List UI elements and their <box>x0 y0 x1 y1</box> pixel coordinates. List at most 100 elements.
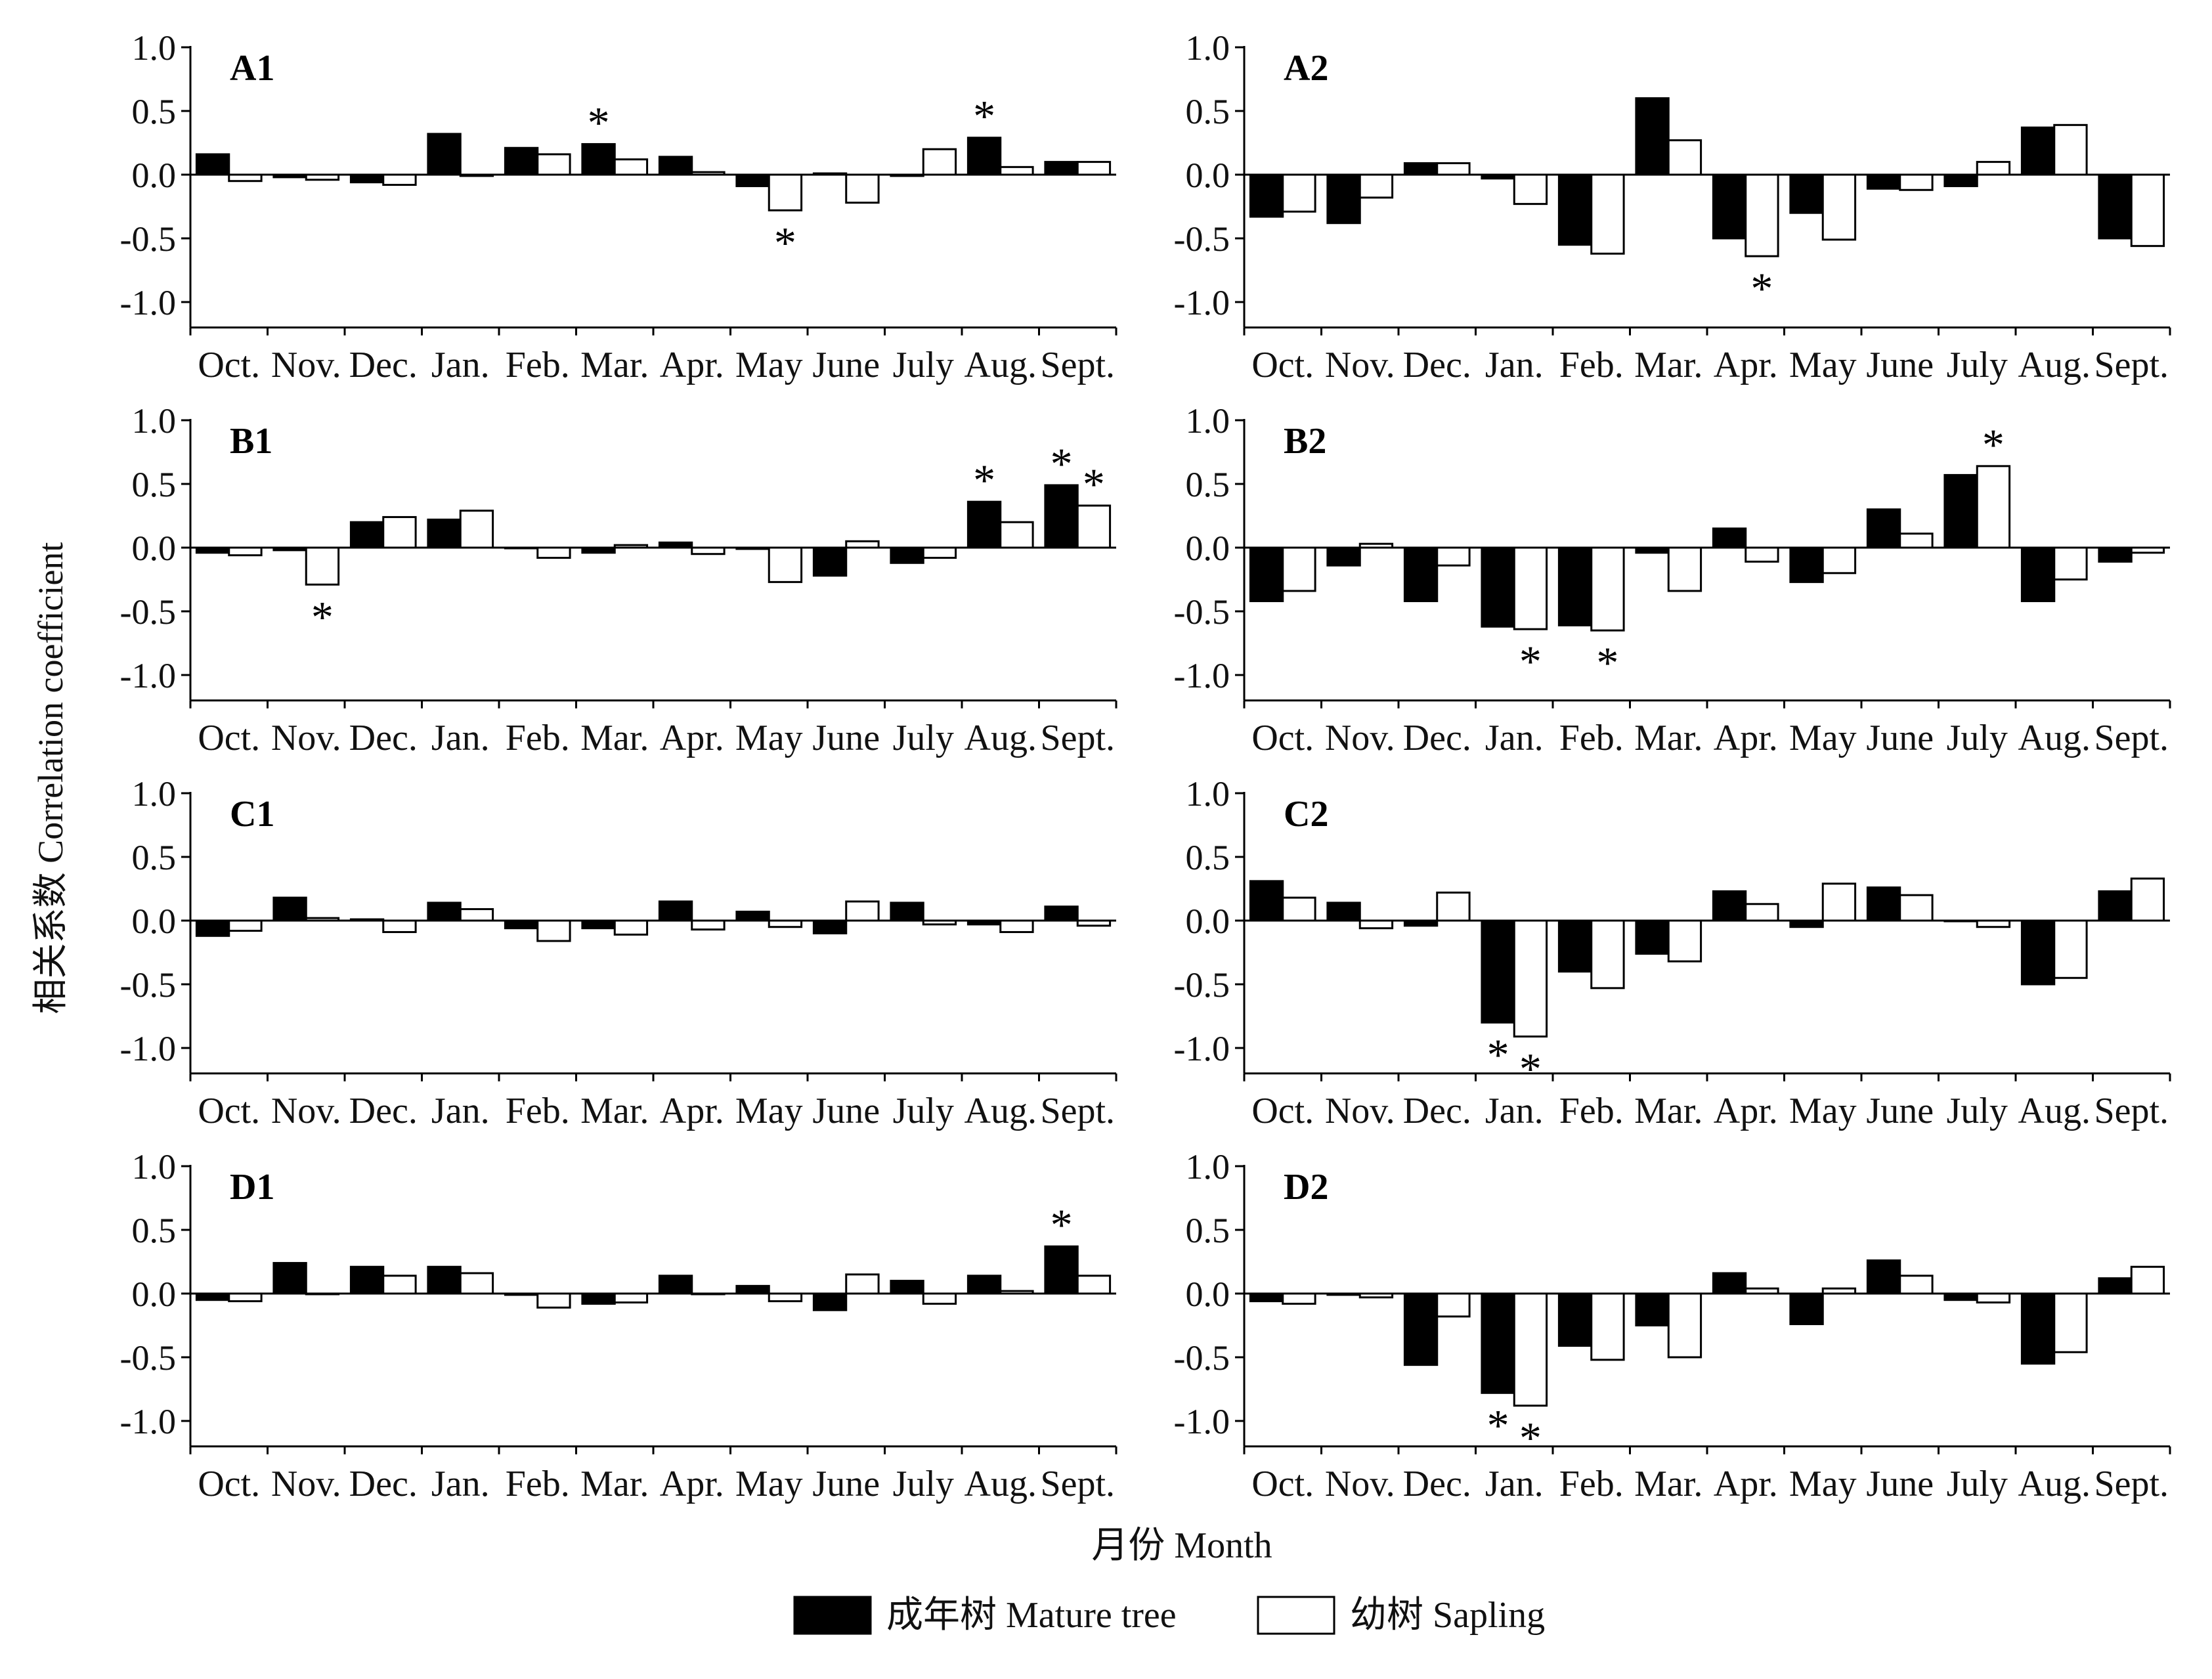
bar-mature-tree-jan <box>1481 1292 1515 1394</box>
month-label: Aug. <box>965 718 1037 758</box>
bar-sapling-aug <box>2053 546 2088 580</box>
month-label: Sept. <box>1040 1091 1115 1131</box>
month-label: Sept. <box>1040 718 1115 758</box>
bar-mature-tree-oct <box>1249 1292 1284 1303</box>
y-tick-label: 0.0 <box>1186 529 1230 568</box>
month-label: July <box>1947 1464 2008 1504</box>
bar-sapling-apr <box>1745 1287 1779 1295</box>
bar-mature-tree-oct <box>1249 173 1284 218</box>
month-label: Oct. <box>1251 345 1314 385</box>
bar-mature-tree-aug <box>2020 546 2056 602</box>
y-tick-label: -1.0 <box>120 1402 176 1441</box>
panel-c1: 1.0 0.5 0.0 -0.5 -1.0 Oct. Nov. Dec. Jan. Feb. Mar… <box>120 774 1117 1131</box>
bar-sapling-aug <box>999 919 1034 933</box>
bar-mature-tree-may <box>1789 1292 1824 1326</box>
significance-star: * <box>588 97 610 147</box>
bar-mature-tree-june <box>812 919 848 934</box>
bar-mature-tree-june <box>1866 173 1901 190</box>
bar-sapling-nov <box>1358 173 1394 199</box>
bar-sapling-apr <box>1745 903 1779 922</box>
y-tick-label: 0.0 <box>132 529 177 568</box>
month-label: Mar. <box>1634 1464 1702 1504</box>
bar-mature-tree-sept <box>2098 890 2133 922</box>
bar-sapling-nov <box>1358 1292 1394 1299</box>
month-label: Mar. <box>580 718 649 758</box>
month-label: Apr. <box>1714 1464 1778 1504</box>
bar-mature-tree-sept <box>2098 173 2133 240</box>
bar-sapling-feb <box>1590 919 1625 990</box>
month-label: Sept. <box>2094 718 2169 758</box>
month-label: Mar. <box>580 1091 649 1131</box>
bar-sapling-sept <box>1076 504 1112 549</box>
month-label: Aug. <box>2018 345 2091 385</box>
bar-sapling-mar <box>613 1292 649 1304</box>
bar-mature-tree-june <box>1866 508 1901 549</box>
bar-sapling-sept <box>2130 173 2165 248</box>
bar-mature-tree-nov <box>272 1261 307 1295</box>
bar-sapling-feb <box>536 153 571 176</box>
bar-sapling-july <box>1976 1292 2011 1304</box>
x-axis-label: 月份 Month <box>1091 1525 1272 1566</box>
panel-label-d1: D1 <box>230 1167 274 1208</box>
month-label: May <box>1789 1091 1857 1131</box>
y-tick-label: 0.0 <box>132 156 177 195</box>
panel-label-d2: D2 <box>1284 1167 1328 1208</box>
bar-sapling-feb <box>1590 546 1625 632</box>
bar-mature-tree-sept <box>1044 905 1079 922</box>
bar-mature-tree-feb <box>504 1292 539 1296</box>
month-label: Oct. <box>1251 718 1314 758</box>
bar-sapling-feb <box>536 546 571 559</box>
month-label: Sept. <box>2094 345 2169 385</box>
bar-mature-tree-june <box>812 546 848 577</box>
bar-mature-tree-oct <box>1249 546 1284 602</box>
month-label: Nov. <box>1325 1464 1395 1504</box>
month-label: Mar. <box>580 345 649 385</box>
bar-mature-tree-july <box>890 546 924 564</box>
month-label: June <box>812 1091 880 1131</box>
y-tick-label: -0.5 <box>120 219 176 259</box>
month-label: Jan. <box>1485 1091 1544 1131</box>
bar-mature-tree-aug <box>966 137 1002 176</box>
month-label: Oct. <box>1251 1091 1314 1131</box>
bar-sapling-nov <box>305 917 340 922</box>
bar-sapling-july <box>1976 161 2011 176</box>
y-tick-label: 0.0 <box>1186 1275 1230 1314</box>
y-tick-label: 0.5 <box>1186 1211 1230 1250</box>
bar-mature-tree-apr <box>1712 1272 1747 1295</box>
month-label: Oct. <box>198 1464 260 1504</box>
month-label: Jan. <box>1485 1464 1544 1504</box>
bar-mature-tree-nov <box>272 173 307 179</box>
y-tick-label: 0.5 <box>1186 465 1230 504</box>
bar-mature-tree-may <box>1789 919 1824 928</box>
bar-sapling-aug <box>2053 1292 2088 1353</box>
month-label: Apr. <box>660 345 724 385</box>
bar-mature-tree-aug <box>2020 919 2056 986</box>
month-label: Oct. <box>198 345 260 385</box>
bar-mature-tree-dec <box>1403 546 1439 602</box>
y-tick-label: -1.0 <box>1174 1402 1230 1441</box>
month-label: Nov. <box>1325 345 1395 385</box>
month-label: Feb. <box>506 718 570 758</box>
bar-mature-tree-dec <box>349 918 385 922</box>
y-tick-label: -1.0 <box>1174 1029 1230 1068</box>
y-tick-label: -1.0 <box>1174 656 1230 695</box>
bar-mature-tree-feb <box>1557 1292 1593 1347</box>
bar-mature-tree-jan <box>1481 546 1515 628</box>
month-label: May <box>1789 1464 1857 1504</box>
bar-mature-tree-mar <box>581 546 616 554</box>
month-label: Feb. <box>506 1464 570 1504</box>
month-label: Mar. <box>1634 1091 1702 1131</box>
bar-mature-tree-jan <box>1481 173 1515 180</box>
bar-sapling-may <box>768 1292 803 1303</box>
bar-mature-tree-mar <box>1635 546 1670 554</box>
month-label: Nov. <box>1325 718 1395 758</box>
month-label: Feb. <box>506 1091 570 1131</box>
y-tick-label: 1.0 <box>1186 401 1230 441</box>
month-label: May <box>735 1464 803 1504</box>
month-label: Apr. <box>1714 1091 1778 1131</box>
y-tick-label: -0.5 <box>120 965 176 1005</box>
panel-label-b1: B1 <box>230 421 272 462</box>
bar-sapling-dec <box>1436 162 1471 176</box>
panel-a2: 1.0 0.5 0.0 -0.5 -1.0 Oct. Nov. Dec. Jan. Feb. Mar… <box>1174 28 2171 385</box>
